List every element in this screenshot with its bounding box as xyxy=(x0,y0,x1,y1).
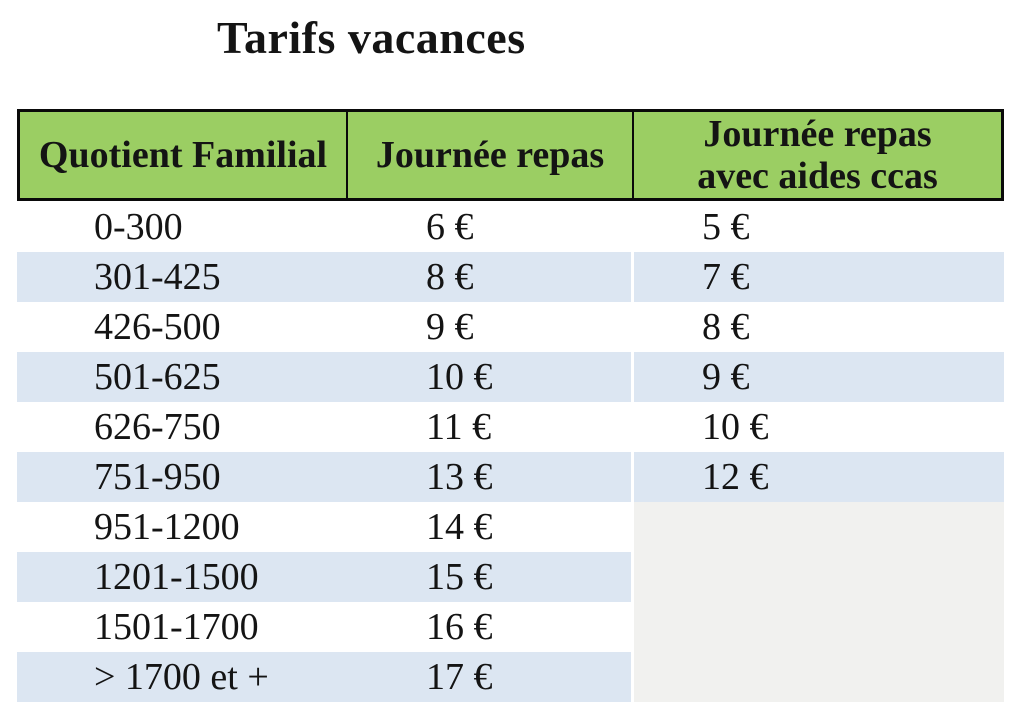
cell-quotient-familial: 751-950 xyxy=(94,456,221,498)
column-header-label-line2: avec aides ccas xyxy=(697,155,938,197)
cell-quotient-familial: 301-425 xyxy=(94,256,221,298)
column-gap xyxy=(631,502,634,552)
cell-journee-repas-aides-empty xyxy=(634,502,1004,552)
column-gap xyxy=(631,552,634,602)
cell-quotient-familial: > 1700 et + xyxy=(94,656,269,698)
cell-journee-repas: 15 € xyxy=(426,556,493,598)
column-gap xyxy=(631,302,634,352)
cell-journee-repas: 6 € xyxy=(426,206,474,248)
column-gap xyxy=(631,652,634,702)
page-title: Tarifs vacances xyxy=(217,12,526,63)
cell-quotient-familial: 626-750 xyxy=(94,406,221,448)
column-header-journee-repas: Journée repas xyxy=(346,112,632,198)
column-gap xyxy=(631,452,634,502)
table-row: 1201-1500 15 € xyxy=(17,552,1004,602)
column-gap xyxy=(631,602,634,652)
cell-journee-repas: 14 € xyxy=(426,506,493,548)
tarifs-vacances-table: Quotient Familial Journée repas Journée … xyxy=(17,109,1004,702)
column-header-label-line1: Journée repas xyxy=(703,113,932,155)
table-row: 501-625 10 € 9 € xyxy=(17,352,1004,402)
cell-journee-repas-aides: 12 € xyxy=(634,452,1004,502)
cell-journee-repas: 10 € xyxy=(426,356,493,398)
table-row: 426-500 9 € 8 € xyxy=(17,302,1004,352)
table-row: 301-425 8 € 7 € xyxy=(17,252,1004,302)
cell-quotient-familial: 426-500 xyxy=(94,306,221,348)
cell-journee-repas: 16 € xyxy=(426,606,493,648)
table-row: 1501-1700 16 € xyxy=(17,602,1004,652)
cell-quotient-familial: 0-300 xyxy=(94,206,183,248)
cell-journee-repas: 9 € xyxy=(426,306,474,348)
cell-quotient-familial: 951-1200 xyxy=(94,506,240,548)
cell-journee-repas-aides: 7 € xyxy=(634,252,1004,302)
document-page: Tarifs vacances Quotient Familial Journé… xyxy=(0,14,1024,709)
column-header-label: Journée repas xyxy=(375,134,605,176)
cell-journee-repas: 11 € xyxy=(426,406,492,448)
table-body: 0-300 6 € 5 € 301-425 8 € 7 € 426-500 9 … xyxy=(17,202,1004,702)
table-header-row: Quotient Familial Journée repas Journée … xyxy=(17,109,1004,201)
table-row: > 1700 et + 17 € xyxy=(17,652,1004,702)
cell-journee-repas-aides: 10 € xyxy=(702,406,769,448)
cell-journee-repas: 13 € xyxy=(426,456,493,498)
cell-journee-repas-aides: 8 € xyxy=(702,306,750,348)
column-header-label: Quotient Familial xyxy=(38,134,328,176)
column-gap xyxy=(631,352,634,402)
column-gap xyxy=(631,402,634,452)
table-row: 0-300 6 € 5 € xyxy=(17,202,1004,252)
column-gap xyxy=(631,202,634,252)
cell-journee-repas-aides-empty xyxy=(634,652,1004,702)
cell-quotient-familial: 1501-1700 xyxy=(94,606,259,648)
cell-journee-repas-aides-empty xyxy=(634,552,1004,602)
cell-journee-repas: 17 € xyxy=(426,656,493,698)
column-gap xyxy=(631,252,634,302)
column-header-quotient-familial: Quotient Familial xyxy=(20,112,346,198)
table-row: 626-750 11 € 10 € xyxy=(17,402,1004,452)
cell-quotient-familial: 1201-1500 xyxy=(94,556,259,598)
cell-journee-repas-aides: 5 € xyxy=(702,206,750,248)
table-row: 751-950 13 € 12 € xyxy=(17,452,1004,502)
column-header-journee-repas-aides: Journée repas avec aides ccas xyxy=(632,112,1001,198)
cell-journee-repas-aides-empty xyxy=(634,602,1004,652)
table-row: 951-1200 14 € xyxy=(17,502,1004,552)
cell-quotient-familial: 501-625 xyxy=(94,356,221,398)
cell-journee-repas-aides: 9 € xyxy=(634,352,1004,402)
cell-journee-repas: 8 € xyxy=(426,256,474,298)
